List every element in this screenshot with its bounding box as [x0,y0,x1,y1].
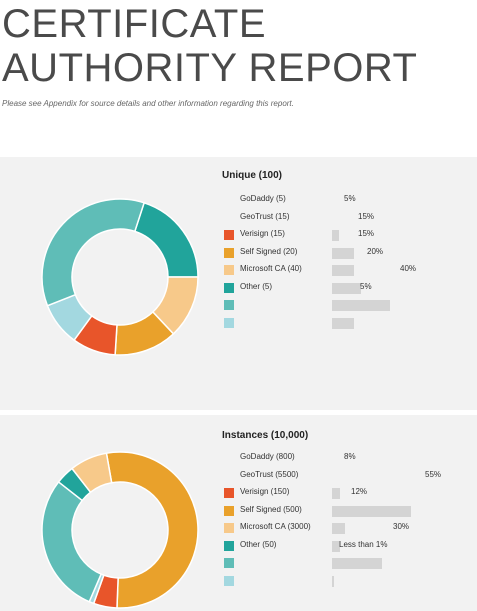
instances-heading: Instances (10,000) [222,430,309,441]
unique-percent-label: 40% [400,264,417,273]
unique-percent-label: 15% [358,211,375,221]
report-title: CERTIFICATE AUTHORITY REPORT [2,2,418,90]
instances-legend-label: Microsoft CA (3000) [240,522,311,531]
unique-panel: Unique (100) GoDaddy (5) GeoTrust (15) Ver… [0,157,477,410]
instances-legend-label: GoDaddy (800) [240,452,295,461]
section-divider [0,410,477,415]
unique-legend-swatch [224,317,234,328]
unique-percent-label: 15% [358,229,375,238]
instances-donut-slice [70,452,113,494]
unique-bar [332,230,339,241]
instances-bar [332,523,345,534]
unique-bar [332,282,361,294]
unique-legend-swatch [224,265,234,275]
instances-bar [332,540,340,552]
instances-panel: Instances (10,000) GoDaddy (800) GeoTrust… [0,415,477,611]
instances-bar [332,558,382,569]
instances-legend-swatch [224,523,234,533]
unique-bar [332,247,354,259]
unique-bar [332,300,390,311]
instances-legend-swatch [224,540,234,551]
unique-legend-label: GoDaddy (5) [240,194,286,203]
unique-donut-chart [41,198,199,356]
unique-donut-slice [41,198,146,307]
unique-legend-label: Verisign (15) [240,229,285,238]
instances-percent-label: 55% [425,469,442,479]
instances-bar [332,575,334,587]
unique-percent-label: 20% [367,246,384,256]
unique-legend-label: GeoTrust (15) [240,211,290,221]
report-subtitle: Please see Appendix for source details a… [2,99,294,108]
instances-legend-label: GeoTrust (5500) [240,469,299,479]
instances-percent-label: 30% [393,522,410,531]
instances-bar [332,488,340,499]
instances-donut-slice [105,451,199,609]
unique-percent-label: 5% [360,281,372,291]
unique-bar [332,265,354,276]
unique-heading: Unique (100) [222,170,283,181]
instances-legend-label: Other (50) [240,539,277,549]
unique-donut-slice [133,201,199,278]
unique-legend-swatch [224,300,234,310]
instances-donut-slice [41,480,103,603]
instances-legend-label: Verisign (150) [240,487,290,496]
instances-percent-label: Less than 1% [339,539,388,549]
unique-percent-label: 5% [344,194,356,203]
instances-percent-label: 12% [351,487,368,496]
instances-legend-swatch [224,488,234,498]
instances-legend-swatch [224,505,234,516]
unique-legend-label: Self Signed (20) [240,246,298,256]
instances-bar [332,505,411,517]
unique-legend-swatch [224,230,234,240]
instances-donut-chart [41,451,199,609]
instances-legend-swatch [224,558,234,568]
unique-bar [332,317,354,329]
unique-legend-label: Microsoft CA (40) [240,264,302,273]
instances-percent-label: 8% [344,452,356,461]
instances-legend-label: Self Signed (500) [240,504,302,514]
unique-legend-swatch [224,247,234,258]
instances-legend-swatch [224,575,234,586]
unique-legend-label: Other (5) [240,281,273,291]
unique-legend-swatch [224,282,234,293]
